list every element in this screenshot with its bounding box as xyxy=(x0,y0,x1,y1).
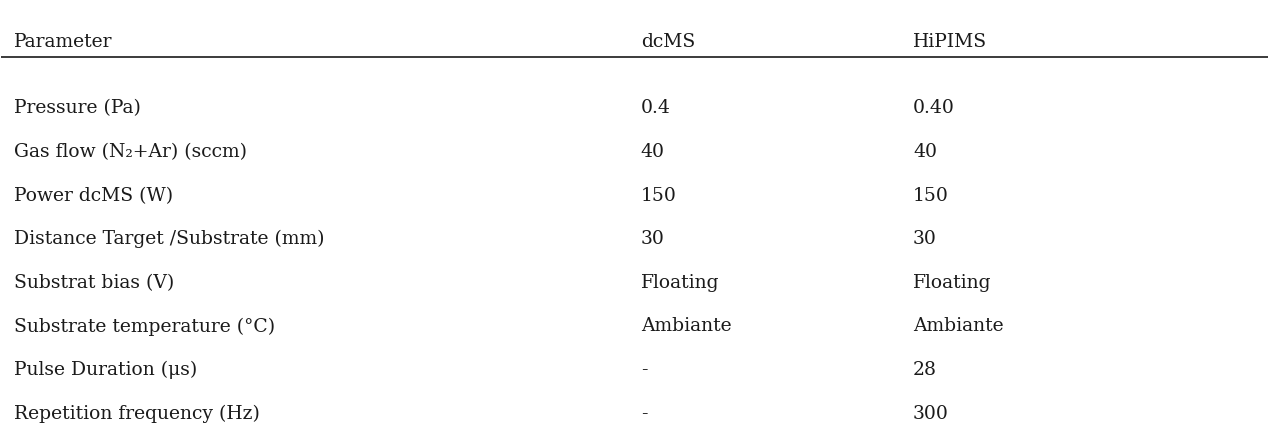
Text: -: - xyxy=(641,361,647,379)
Text: Floating: Floating xyxy=(914,274,991,292)
Text: Pulse Duration (μs): Pulse Duration (μs) xyxy=(14,361,197,379)
Text: 30: 30 xyxy=(641,230,665,248)
Text: 0.4: 0.4 xyxy=(641,99,671,117)
Text: Pressure (Pa): Pressure (Pa) xyxy=(14,99,141,117)
Text: dcMS: dcMS xyxy=(641,33,695,51)
Text: 150: 150 xyxy=(641,187,676,205)
Text: Power dcMS (W): Power dcMS (W) xyxy=(14,187,173,205)
Text: Parameter: Parameter xyxy=(14,33,113,51)
Text: Ambiante: Ambiante xyxy=(914,318,1004,336)
Text: 150: 150 xyxy=(914,187,949,205)
Text: 40: 40 xyxy=(641,143,665,161)
Text: Substrate temperature (°C): Substrate temperature (°C) xyxy=(14,318,275,336)
Text: Floating: Floating xyxy=(641,274,720,292)
Text: Gas flow (N₂+Ar) (sccm): Gas flow (N₂+Ar) (sccm) xyxy=(14,143,247,161)
Text: 30: 30 xyxy=(914,230,937,248)
Text: Substrat bias (V): Substrat bias (V) xyxy=(14,274,174,292)
Text: -: - xyxy=(641,405,647,423)
Text: 28: 28 xyxy=(914,361,937,379)
Text: 0.40: 0.40 xyxy=(914,99,956,117)
Text: HiPIMS: HiPIMS xyxy=(914,33,987,51)
Text: Repetition frequency (Hz): Repetition frequency (Hz) xyxy=(14,405,260,423)
Text: Distance Target /Substrate (mm): Distance Target /Substrate (mm) xyxy=(14,230,325,249)
Text: 40: 40 xyxy=(914,143,937,161)
Text: 300: 300 xyxy=(914,405,949,423)
Text: Ambiante: Ambiante xyxy=(641,318,731,336)
